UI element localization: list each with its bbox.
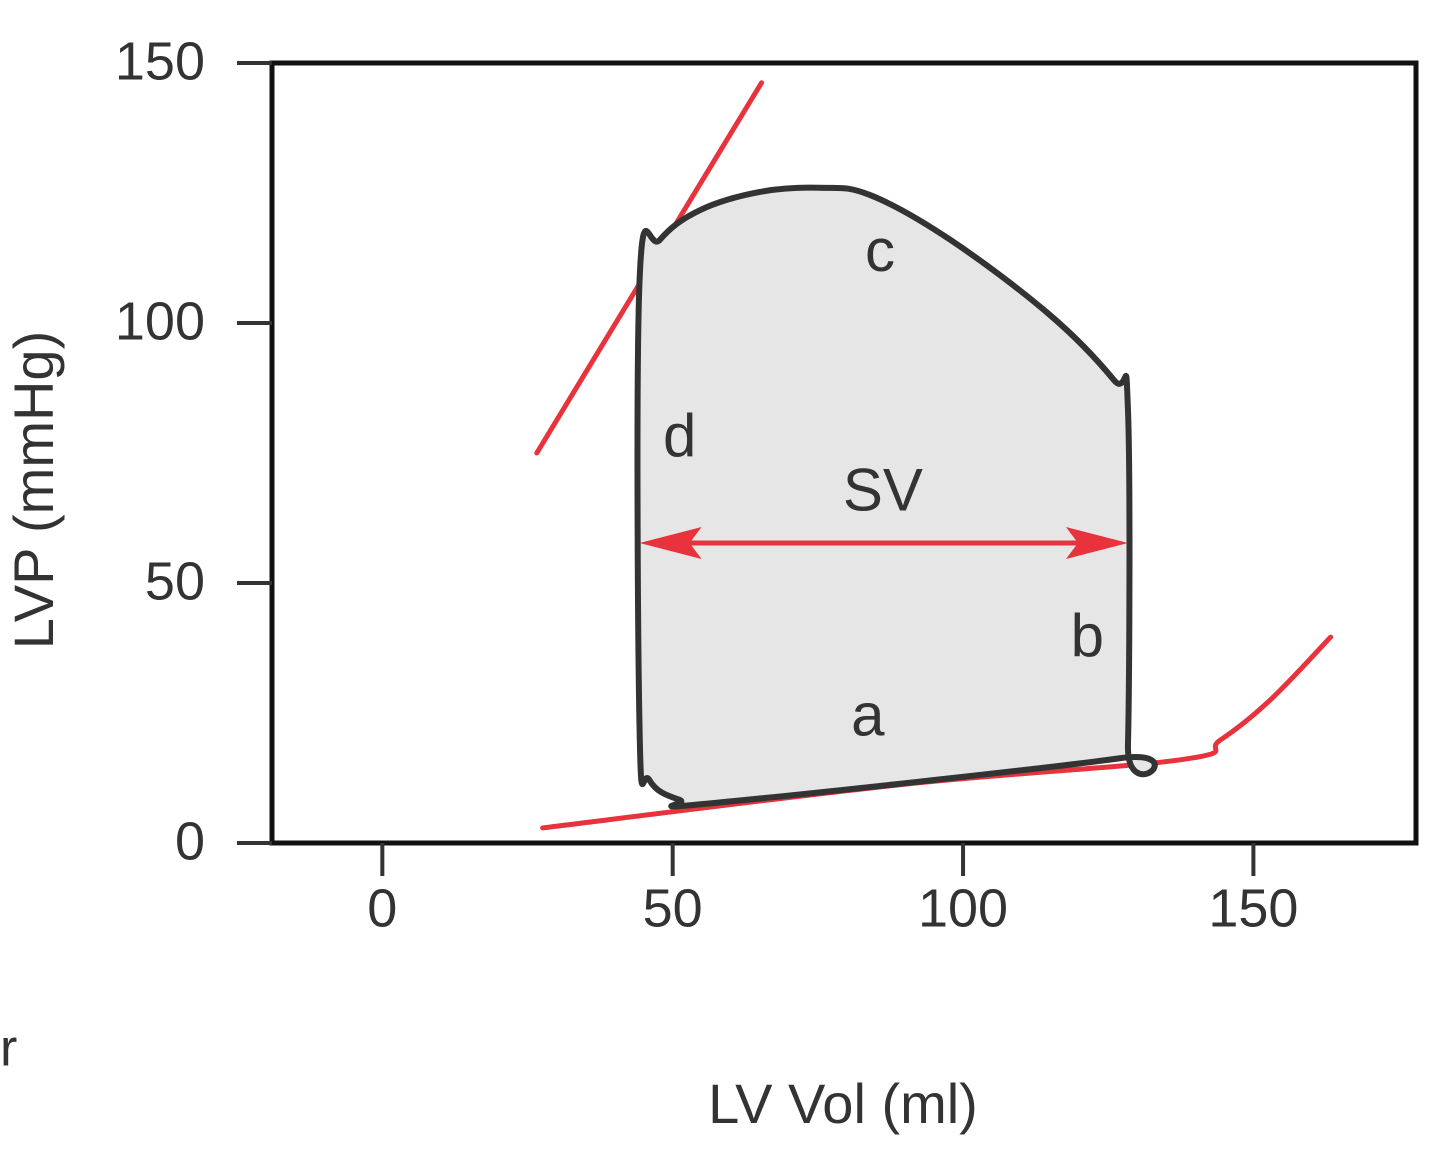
x-tick-label: 50 xyxy=(643,878,703,938)
arrow-head xyxy=(639,526,702,559)
plot-frame xyxy=(269,60,1419,846)
text-fragment: r xyxy=(0,1020,17,1078)
annotation: c xyxy=(865,217,895,284)
annotation: SV xyxy=(843,456,923,523)
x-tick-label: 100 xyxy=(918,878,1008,938)
arrow-head xyxy=(1065,526,1128,559)
x-tick-label: 0 xyxy=(367,878,397,938)
annotation: d xyxy=(663,402,696,469)
annotation: b xyxy=(1071,602,1104,669)
y-tick-label: 0 xyxy=(175,811,205,871)
pv-loop xyxy=(634,184,1158,810)
x-axis-label: LV Vol (ml) xyxy=(708,1072,978,1135)
y-tick-label: 50 xyxy=(145,551,205,611)
y-tick-label: 100 xyxy=(115,291,205,351)
y-axis-label: LVP (mmHg) xyxy=(2,331,65,649)
y-tick-label: 150 xyxy=(115,31,205,91)
annotation: a xyxy=(851,682,885,749)
x-tick-label: 150 xyxy=(1208,878,1298,938)
